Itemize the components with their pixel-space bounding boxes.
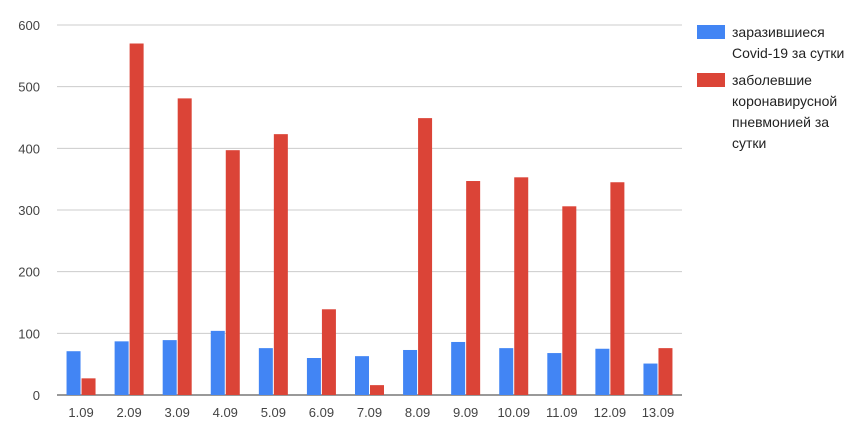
legend-swatch-infected bbox=[697, 25, 725, 39]
bar-infected-8.09 bbox=[403, 349, 418, 395]
bar-infected-10.09 bbox=[499, 348, 514, 395]
x-tick-label: 3.09 bbox=[165, 405, 190, 420]
legend-label-infected: заразившиеся bbox=[732, 24, 825, 40]
x-tick-label: 13.09 bbox=[642, 405, 675, 420]
x-tick-label: 2.09 bbox=[116, 405, 141, 420]
bar-infected-13.09 bbox=[643, 363, 658, 395]
x-tick-label: 12.09 bbox=[594, 405, 627, 420]
x-tick-label: 4.09 bbox=[213, 405, 238, 420]
bar-pneumonia-10.09 bbox=[514, 177, 529, 395]
bar-infected-6.09 bbox=[306, 358, 321, 395]
x-tick-label: 8.09 bbox=[405, 405, 430, 420]
y-tick-label: 400 bbox=[18, 141, 40, 156]
x-tick-label: 7.09 bbox=[357, 405, 382, 420]
bar-infected-11.09 bbox=[547, 353, 562, 395]
bar-infected-1.09 bbox=[66, 351, 81, 395]
bar-infected-2.09 bbox=[114, 341, 129, 395]
x-tick-label: 6.09 bbox=[309, 405, 334, 420]
bar-pneumonia-5.09 bbox=[273, 134, 288, 395]
legend: заразившиеся Covid-19 за сутки заболевшие к… bbox=[697, 24, 844, 151]
bar-pneumonia-13.09 bbox=[658, 348, 673, 395]
legend-label-pneumonia: коронавирусной bbox=[732, 93, 837, 109]
bar-pneumonia-3.09 bbox=[177, 98, 192, 395]
x-axis-ticks: 1.09 2.09 3.09 4.09 5.09 6.09 7.09 8.09 9.09 10.0… bbox=[68, 405, 674, 420]
y-axis-ticks: 0 100 200 300 400 500 600 bbox=[18, 18, 40, 403]
bar-pneumonia-11.09 bbox=[562, 206, 577, 395]
bar-infected-12.09 bbox=[595, 348, 610, 395]
y-tick-label: 0 bbox=[33, 388, 40, 403]
bar-pneumonia-9.09 bbox=[466, 181, 481, 395]
legend-label-pneumonia: сутки bbox=[732, 135, 766, 151]
bar-pneumonia-2.09 bbox=[129, 43, 144, 395]
x-tick-label: 1.09 bbox=[68, 405, 93, 420]
bar-pneumonia-1.09 bbox=[81, 378, 96, 395]
bar-infected-3.09 bbox=[162, 340, 177, 395]
legend-label-pneumonia: пневмонией за bbox=[732, 114, 829, 130]
y-tick-label: 200 bbox=[18, 265, 40, 280]
y-tick-label: 500 bbox=[18, 80, 40, 95]
x-tick-label: 10.09 bbox=[497, 405, 530, 420]
x-tick-label: 9.09 bbox=[453, 405, 478, 420]
bar-pneumonia-4.09 bbox=[225, 150, 240, 395]
bar-pneumonia-8.09 bbox=[418, 118, 433, 395]
x-tick-label: 5.09 bbox=[261, 405, 286, 420]
bar-pneumonia-7.09 bbox=[370, 385, 384, 395]
bar-pneumonia-12.09 bbox=[610, 182, 625, 395]
bar-infected-7.09 bbox=[355, 356, 369, 395]
legend-label-pneumonia: заболевшие bbox=[732, 72, 812, 88]
bars bbox=[66, 43, 673, 395]
legend-label-infected: Covid-19 за сутки bbox=[732, 45, 844, 61]
y-tick-label: 100 bbox=[18, 326, 40, 341]
bar-infected-9.09 bbox=[451, 341, 466, 395]
bar-pneumonia-6.09 bbox=[321, 309, 336, 395]
legend-swatch-pneumonia bbox=[697, 73, 725, 87]
y-tick-label: 600 bbox=[18, 18, 40, 33]
gridlines bbox=[57, 24, 682, 396]
bar-infected-4.09 bbox=[210, 330, 225, 395]
y-tick-label: 300 bbox=[18, 203, 40, 218]
x-tick-label: 11.09 bbox=[546, 405, 578, 420]
bar-infected-5.09 bbox=[258, 348, 273, 395]
